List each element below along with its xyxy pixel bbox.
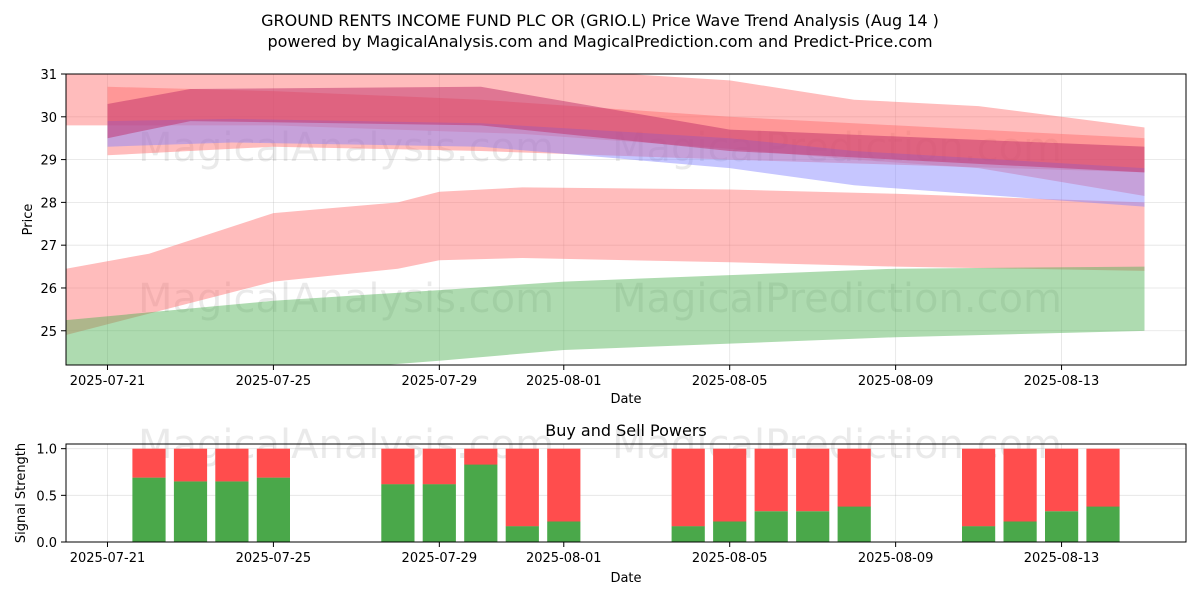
sell-bar <box>173 448 208 482</box>
buy-bar <box>256 477 290 542</box>
chart-title: GROUND RENTS INCOME FUND PLC OR (GRIO.L)… <box>261 11 939 30</box>
band-magenta-5 <box>107 86 1145 173</box>
y-tick-label: 31 <box>40 68 57 83</box>
band-green-1 <box>66 266 1145 365</box>
buy-bar <box>962 526 996 542</box>
y-tick-label: 26 <box>40 282 57 297</box>
buy-bar <box>505 526 539 542</box>
sell-bar <box>713 448 747 522</box>
bottom-chart-title: Buy and Sell Powers <box>545 421 707 440</box>
buy-bar <box>381 484 415 542</box>
buy-sell-power-plot: MagicalAnalysis.com MagicalPrediction.com… <box>14 422 1187 586</box>
x-tick-label: 2025-08-01 <box>526 551 602 566</box>
sell-bar <box>1003 448 1037 522</box>
y-tick-label: 25 <box>40 325 57 340</box>
sell-bar <box>505 448 539 527</box>
buy-bar <box>132 477 166 542</box>
bottom-y-axis-label: Signal Strength <box>14 443 29 543</box>
buy-bar <box>547 521 581 542</box>
y-tick-label: 27 <box>40 239 57 254</box>
buy-bar <box>754 511 788 542</box>
buy-bar <box>671 526 705 542</box>
sell-bar <box>1086 448 1120 507</box>
sell-bar <box>464 448 498 465</box>
sell-bar <box>1045 448 1079 512</box>
sell-bar <box>754 448 788 512</box>
band-blue-4 <box>107 118 1145 207</box>
x-tick-label: 2025-08-01 <box>526 374 602 389</box>
buy-bar <box>1086 506 1120 542</box>
x-tick-label: 2025-08-05 <box>692 374 768 389</box>
buy-bar <box>713 521 747 542</box>
sell-bar <box>215 448 249 482</box>
y-tick-label: 0.5 <box>36 489 57 504</box>
sell-bar <box>962 448 996 527</box>
x-tick-label: 2025-08-09 <box>858 551 934 566</box>
x-tick-label: 2025-07-29 <box>402 374 478 389</box>
sell-bar <box>671 448 705 527</box>
chart-subtitle: powered by MagicalAnalysis.com and Magic… <box>267 32 932 51</box>
sell-bar <box>547 448 581 522</box>
bottom-x-axis-label: Date <box>610 571 641 586</box>
x-tick-label: 2025-07-25 <box>236 551 312 566</box>
sell-bar <box>422 448 456 485</box>
buy-bar <box>215 481 249 542</box>
band-red-0 <box>66 187 1145 335</box>
buy-bar <box>464 464 498 542</box>
buy-bar <box>1003 521 1037 542</box>
sell-bar <box>796 448 830 512</box>
top-y-axis-label: Price <box>21 204 36 236</box>
x-tick-label: 2025-07-21 <box>70 374 146 389</box>
watermark-analysis: MagicalAnalysis.com <box>138 125 554 171</box>
sell-bar <box>256 448 290 478</box>
buy-bar <box>173 481 208 542</box>
buy-bar <box>837 506 871 542</box>
x-tick-label: 2025-08-13 <box>1024 374 1100 389</box>
bottom-axes-frame <box>65 443 1187 543</box>
x-tick-label: 2025-08-13 <box>1024 551 1100 566</box>
price-wave-plot: MagicalAnalysis.com MagicalPrediction.com… <box>21 68 1187 407</box>
sell-bar <box>381 448 415 485</box>
x-tick-label: 2025-07-21 <box>70 551 146 566</box>
sell-bar <box>837 448 871 507</box>
y-tick-label: 0.0 <box>36 536 57 551</box>
buy-bar <box>422 484 456 542</box>
x-tick-label: 2025-07-29 <box>402 551 478 566</box>
sell-bar <box>132 448 166 478</box>
top-axes-frame <box>65 73 1187 366</box>
x-tick-label: 2025-08-05 <box>692 551 768 566</box>
buy-bar <box>1045 511 1079 542</box>
y-tick-label: 29 <box>40 154 57 169</box>
y-tick-label: 1.0 <box>36 443 57 458</box>
watermark-analysis: MagicalAnalysis.com <box>138 276 554 322</box>
buy-bar <box>796 511 830 542</box>
y-tick-label: 30 <box>40 111 57 126</box>
top-x-axis-label: Date <box>610 392 641 407</box>
y-tick-label: 28 <box>40 196 57 211</box>
x-tick-label: 2025-08-09 <box>858 374 934 389</box>
watermark-prediction: MagicalPrediction.com <box>612 276 1062 322</box>
x-tick-label: 2025-07-25 <box>236 374 312 389</box>
